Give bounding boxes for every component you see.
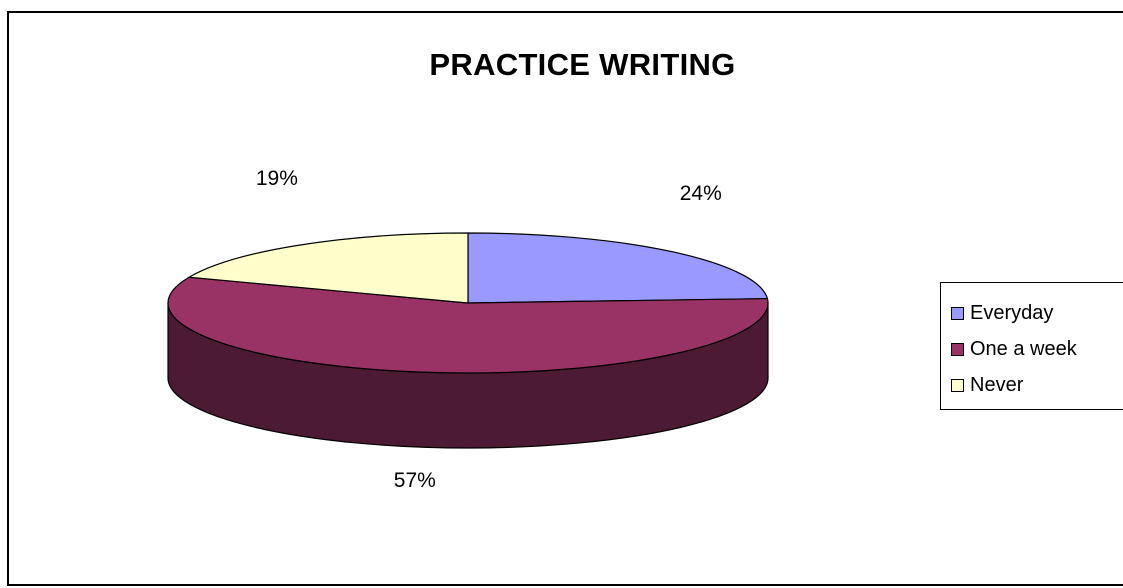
legend-label-everyday: Everyday [970, 301, 1054, 324]
legend-swatch-one-a-week [951, 342, 964, 356]
data-label-never: 19% [255, 166, 298, 190]
legend-item-everyday: Everyday [951, 295, 1123, 331]
legend-label-never: Never [970, 373, 1024, 396]
data-label-one-a-week: 57% [393, 469, 436, 493]
pie-chart [167, 232, 769, 449]
chart-area: PRACTICE WRITING 24% 57% 19% Everyday On… [7, 11, 1123, 586]
legend-item-never: Never [951, 367, 1123, 403]
pie-slice-everyday [467, 232, 769, 304]
data-label-everyday: 24% [679, 181, 722, 205]
pie-slice-never [187, 232, 469, 304]
legend-label-one-a-week: One a week [970, 337, 1077, 360]
pie-slice-one-a-week [167, 276, 769, 374]
legend-swatch-never [951, 378, 964, 392]
legend-item-one-a-week: One a week [951, 331, 1123, 367]
legend-swatch-everyday [951, 306, 964, 320]
legend: Everyday One a week Never [940, 282, 1123, 410]
chart-title: PRACTICE WRITING [429, 47, 736, 82]
